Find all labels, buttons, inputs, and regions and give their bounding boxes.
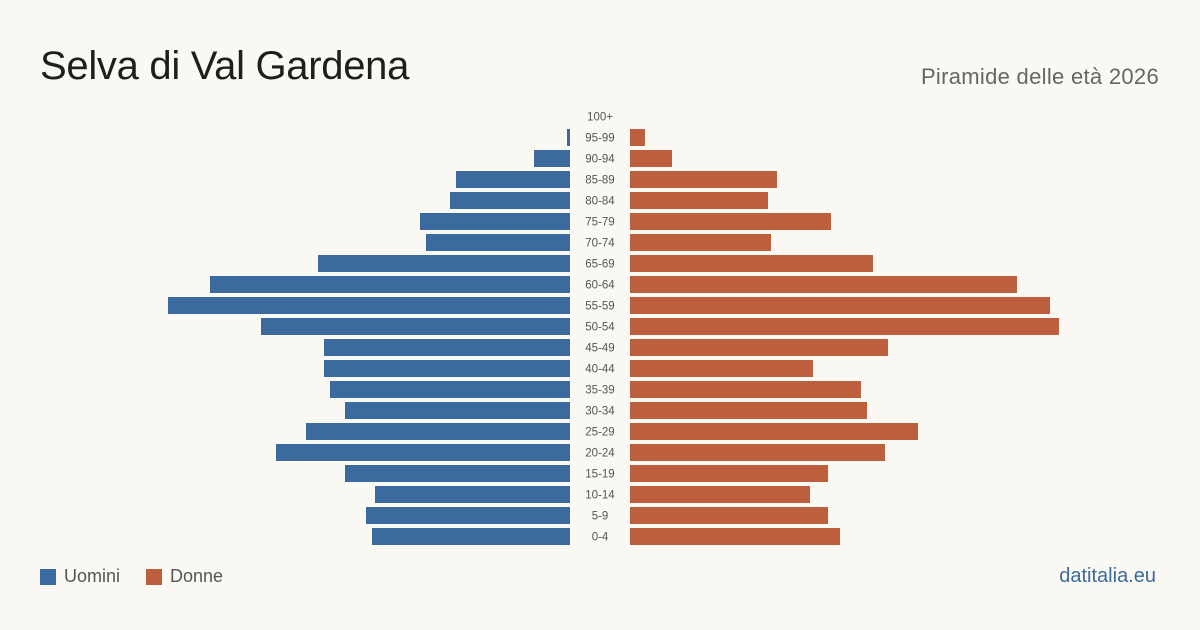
population-pyramid: 0-4 5-9 10-14 15-19 20-24 25-29 30-34 35-39 40-4… — [168, 112, 1059, 545]
age-label-70-74: 70-74 — [585, 238, 615, 250]
bar-men-70-74 — [426, 234, 570, 251]
bar-men-40-44 — [324, 360, 570, 377]
bar-women-55-59 — [630, 297, 1050, 314]
bar-women-25-29 — [630, 423, 918, 440]
age-label-55-59: 55-59 — [585, 301, 614, 313]
bar-men-65-69 — [318, 255, 570, 272]
age-label-65-69: 65-69 — [585, 259, 614, 271]
bar-women-60-64 — [630, 276, 1017, 293]
bar-men-95-99 — [567, 129, 570, 146]
legend-label-men: Uomini — [64, 566, 121, 586]
bar-men-80-84 — [450, 192, 570, 209]
bar-men-85-89 — [456, 171, 570, 188]
bar-women-70-74 — [630, 234, 771, 251]
age-label-50-54: 50-54 — [585, 322, 615, 334]
bar-women-80-84 — [630, 192, 768, 209]
brand-link[interactable]: datitalia.eu — [1059, 565, 1156, 587]
bar-women-15-19 — [630, 465, 828, 482]
age-label-85-89: 85-89 — [585, 175, 614, 187]
chart-title: Selva di Val Gardena — [40, 44, 410, 88]
bar-men-45-49 — [324, 339, 570, 356]
bar-women-30-34 — [630, 402, 867, 419]
bar-men-15-19 — [345, 465, 570, 482]
age-label-25-29: 25-29 — [585, 427, 614, 439]
age-label-45-49: 45-49 — [585, 343, 614, 355]
bar-men-10-14 — [375, 486, 570, 503]
bar-women-5-9 — [630, 507, 828, 524]
age-label-15-19: 15-19 — [585, 469, 614, 481]
bar-men-75-79 — [420, 213, 570, 230]
legend: Uomini Donne — [40, 566, 249, 587]
legend-label-women: Donne — [170, 566, 224, 586]
age-label-30-34: 30-34 — [585, 406, 615, 418]
bar-women-65-69 — [630, 255, 873, 272]
age-label-80-84: 80-84 — [585, 196, 615, 208]
age-label-0-4: 0-4 — [592, 532, 609, 544]
age-label-10-14: 10-14 — [585, 490, 615, 502]
age-label-5-9: 5-9 — [592, 511, 609, 523]
bar-women-90-94 — [630, 150, 672, 167]
age-label-35-39: 35-39 — [585, 385, 614, 397]
bar-women-45-49 — [630, 339, 888, 356]
bar-women-75-79 — [630, 213, 831, 230]
age-label-20-24: 20-24 — [585, 448, 615, 460]
bar-women-50-54 — [630, 318, 1059, 335]
bar-men-35-39 — [330, 381, 570, 398]
bar-women-0-4 — [630, 528, 840, 545]
legend-item-women: Donne — [146, 566, 223, 587]
age-label-60-64: 60-64 — [585, 280, 615, 292]
age-label-75-79: 75-79 — [585, 217, 614, 229]
age-label-100+: 100+ — [587, 112, 613, 124]
age-label-40-44: 40-44 — [585, 364, 615, 376]
chart-subtitle: Piramide delle età 2026 — [920, 64, 1159, 89]
legend-swatch-men — [40, 568, 56, 585]
age-label-90-94: 90-94 — [585, 154, 615, 166]
bar-women-10-14 — [630, 486, 810, 503]
bar-women-95-99 — [630, 129, 645, 146]
bar-men-20-24 — [276, 444, 570, 461]
bar-women-40-44 — [630, 360, 813, 377]
legend-swatch-women — [146, 568, 163, 585]
bar-men-90-94 — [534, 150, 570, 167]
bar-men-30-34 — [345, 402, 570, 419]
bar-women-35-39 — [630, 381, 861, 398]
bar-women-20-24 — [630, 444, 885, 461]
bar-women-85-89 — [630, 171, 777, 188]
bar-men-50-54 — [261, 318, 570, 335]
age-label-95-99: 95-99 — [585, 133, 614, 145]
bar-men-60-64 — [210, 276, 570, 293]
legend-item-men: Uomini — [40, 566, 120, 587]
bar-men-25-29 — [306, 423, 570, 440]
bar-men-5-9 — [366, 507, 570, 524]
bar-men-0-4 — [372, 528, 570, 545]
bar-men-55-59 — [168, 297, 570, 314]
